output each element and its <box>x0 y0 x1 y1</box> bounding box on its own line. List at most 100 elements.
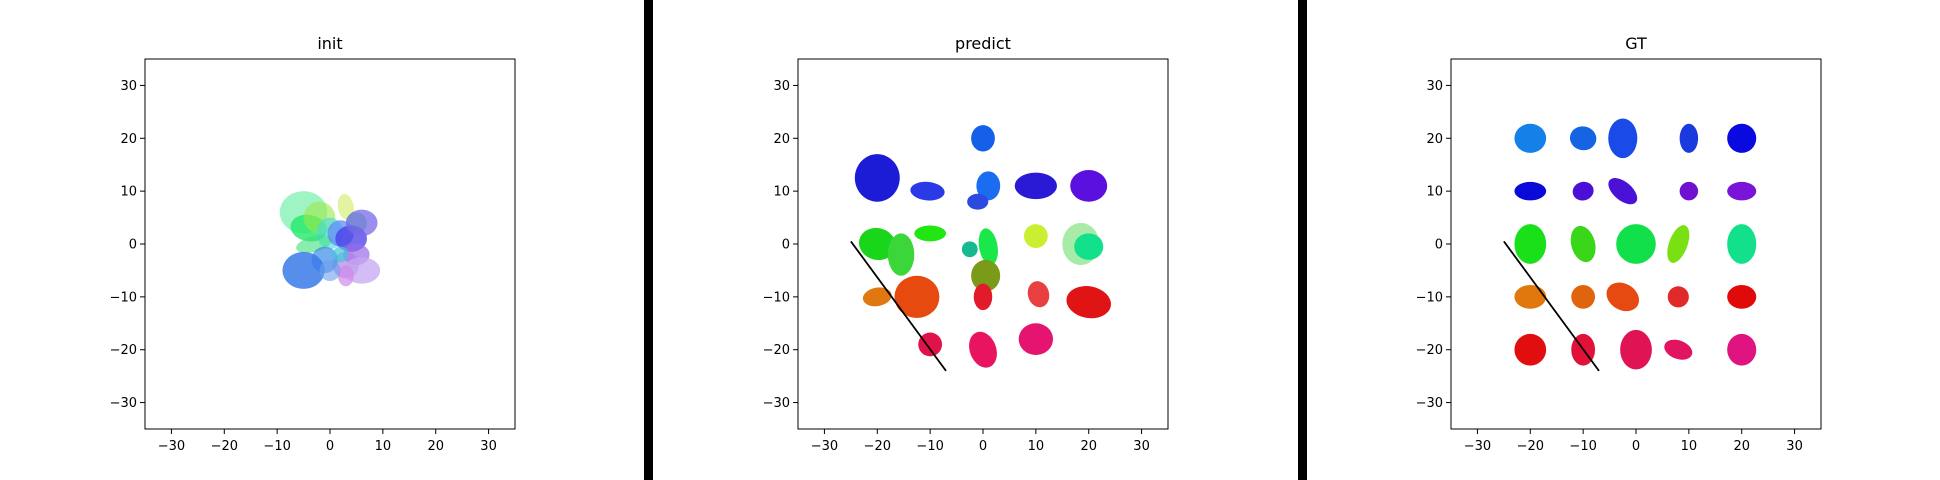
y-tick-label: 20 <box>1426 132 1443 147</box>
ellipse-mark <box>858 227 896 261</box>
ellipse-mark <box>1667 225 1690 263</box>
x-tick-label: −10 <box>1569 439 1596 454</box>
ellipse-mark <box>332 246 349 263</box>
y-tick-label: 30 <box>773 79 790 94</box>
ellipse-mark <box>1018 323 1054 355</box>
y-tick-label: 10 <box>120 185 137 200</box>
y-tick-label: 30 <box>120 79 137 94</box>
ellipse-mark <box>345 209 378 237</box>
plot-area-init <box>279 191 381 289</box>
ellipse-mark <box>1606 282 1640 312</box>
ellipse-mark <box>1514 224 1547 264</box>
x-tick-label: 30 <box>1786 439 1803 454</box>
ellipse-mark <box>854 154 900 202</box>
ellipse-mark <box>1620 329 1652 370</box>
ellipse-mark <box>1014 172 1057 200</box>
ellipse-mark <box>1727 284 1757 309</box>
ellipse-mark <box>1027 281 1050 308</box>
y-tick-label: 10 <box>773 185 790 200</box>
ellipse-mark <box>337 265 354 287</box>
x-tick-label: −30 <box>811 439 838 454</box>
ellipse-mark <box>1664 339 1693 360</box>
y-tick-label: −30 <box>110 396 137 411</box>
ellipse-mark <box>1514 333 1547 366</box>
panel-separator-1 <box>644 0 653 480</box>
x-tick-label: −20 <box>1517 439 1544 454</box>
ellipse-mark <box>976 171 1001 201</box>
y-tick-label: 20 <box>773 132 790 147</box>
ellipse-mark <box>887 233 915 276</box>
y-tick-label: 0 <box>1435 238 1443 253</box>
ellipse-mark <box>973 283 993 311</box>
x-tick-label: −20 <box>211 439 238 454</box>
y-tick-label: 30 <box>1426 79 1443 94</box>
x-tick-label: −20 <box>864 439 891 454</box>
x-tick-label: −10 <box>916 439 943 454</box>
ellipse-mark <box>978 228 998 265</box>
ellipse-mark <box>319 259 341 281</box>
ellipse-mark <box>910 181 945 201</box>
ellipse-mark <box>1070 170 1108 202</box>
x-tick-label: 0 <box>1632 439 1640 454</box>
ellipse-mark <box>1667 286 1689 308</box>
ellipse-mark <box>1570 225 1596 263</box>
y-tick-label: 0 <box>129 238 137 253</box>
x-tick-label: 10 <box>1681 439 1698 454</box>
ellipse-mark <box>1514 123 1547 153</box>
plot-area-predict <box>850 125 1112 372</box>
ellipse-mark <box>282 251 325 289</box>
y-tick-label: 10 <box>1426 185 1443 200</box>
ellipse-mark <box>914 225 947 242</box>
ellipse-mark <box>1727 181 1757 201</box>
panel-separator-2 <box>1298 0 1307 480</box>
ellipse-mark <box>971 125 995 152</box>
x-tick-label: −30 <box>158 439 185 454</box>
ellipse-mark <box>1074 233 1104 260</box>
x-tick-label: 30 <box>1133 439 1150 454</box>
x-tick-label: 20 <box>427 439 444 454</box>
trajectory-line <box>1503 240 1600 372</box>
ellipse-mark <box>1608 118 1638 159</box>
ellipse-mark <box>1569 126 1597 151</box>
ellipse-mark <box>961 241 978 258</box>
y-tick-label: −20 <box>110 343 137 358</box>
y-tick-label: −10 <box>1416 290 1443 305</box>
ellipse-mark <box>971 259 1001 292</box>
ellipse-mark <box>1616 224 1656 264</box>
x-tick-label: 30 <box>480 439 497 454</box>
ellipse-mark <box>969 331 997 368</box>
x-tick-label: 0 <box>326 439 334 454</box>
panel-predict: −30 −20 −10 0 10 20 30 −30 −20 −10 0 10 20 30 predict <box>763 34 1169 454</box>
ellipse-mark <box>1066 286 1112 319</box>
panel-title: predict <box>955 34 1011 53</box>
ellipse-mark <box>967 193 989 210</box>
ellipse-mark <box>1679 181 1699 201</box>
ellipse-mark <box>1514 181 1547 201</box>
panel-title: init <box>317 34 342 53</box>
panel-title: GT <box>1625 34 1647 53</box>
x-tick-label: 20 <box>1080 439 1097 454</box>
x-tick-label: 10 <box>1028 439 1045 454</box>
y-tick-label: 0 <box>782 238 790 253</box>
plot-area-GT <box>1503 118 1757 372</box>
y-tick-label: 20 <box>120 132 137 147</box>
ellipse-mark <box>862 287 892 307</box>
ellipse-mark <box>1727 333 1757 366</box>
ellipse-mark <box>337 193 354 221</box>
ellipse-mark <box>918 332 943 357</box>
x-tick-label: −10 <box>263 439 290 454</box>
ellipse-mark <box>1514 284 1547 309</box>
panel-init: −30 −20 −10 0 10 20 30 −30 −20 −10 0 10 20 30 init <box>110 34 516 454</box>
panel-GT: −30 −20 −10 0 10 20 30 −30 −20 −10 0 10 20 30 GT <box>1416 34 1822 454</box>
trajectory-line <box>850 240 947 372</box>
x-tick-label: 20 <box>1733 439 1750 454</box>
ellipse-mark <box>1727 123 1757 153</box>
ellipse-mark <box>894 275 940 318</box>
x-tick-label: 10 <box>375 439 392 454</box>
y-tick-label: −30 <box>1416 396 1443 411</box>
ellipse-mark <box>1679 123 1699 153</box>
ellipse-mark <box>1023 224 1048 248</box>
y-tick-label: −20 <box>763 343 790 358</box>
